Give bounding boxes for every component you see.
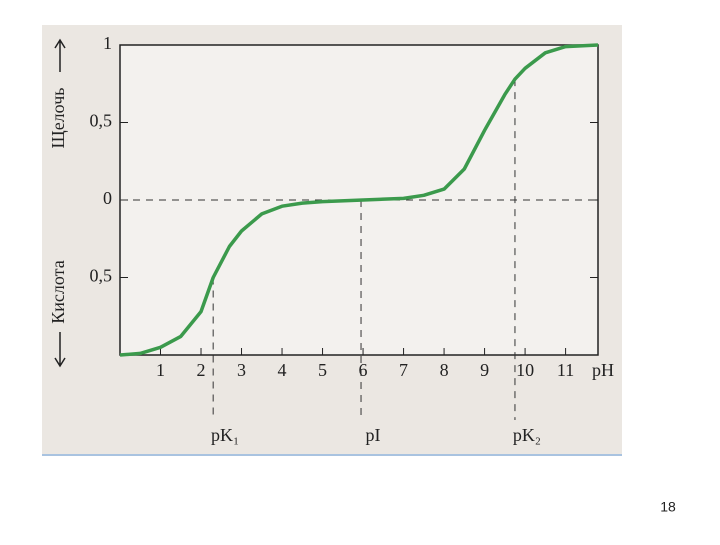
marker-label: pK₂ bbox=[513, 425, 541, 445]
arrow-up bbox=[54, 38, 66, 72]
x-tick-label: 11 bbox=[557, 360, 574, 380]
curve bbox=[119, 43, 599, 357]
x-tick-label: 5 bbox=[318, 360, 327, 380]
y-tick-label: 0,5 bbox=[90, 111, 113, 131]
x-tick-label: 8 bbox=[440, 360, 449, 380]
x-tick-label: 10 bbox=[516, 360, 534, 380]
x-tick-label: 9 bbox=[480, 360, 489, 380]
page-number: 18 bbox=[660, 499, 676, 515]
x-tick-label: 4 bbox=[278, 360, 287, 380]
y-tick-label: 0,5 bbox=[90, 266, 113, 286]
x-axis-label: pH bbox=[592, 360, 614, 380]
x-tick-label: 3 bbox=[237, 360, 246, 380]
x-tick-label: 1 bbox=[156, 360, 165, 380]
y-label-lower: Кислота bbox=[48, 260, 68, 323]
y-tick-label: 0 bbox=[103, 188, 112, 208]
marker-label: pI bbox=[366, 425, 381, 445]
arrow-down bbox=[54, 332, 66, 368]
y-label-upper: Щелочь bbox=[48, 88, 68, 149]
x-tick-label: 6 bbox=[359, 360, 368, 380]
marker-label: pK₁ bbox=[211, 425, 239, 445]
x-tick-label: 2 bbox=[197, 360, 206, 380]
y-tick-label: 1 bbox=[103, 33, 112, 53]
x-tick-label: 7 bbox=[399, 360, 408, 380]
